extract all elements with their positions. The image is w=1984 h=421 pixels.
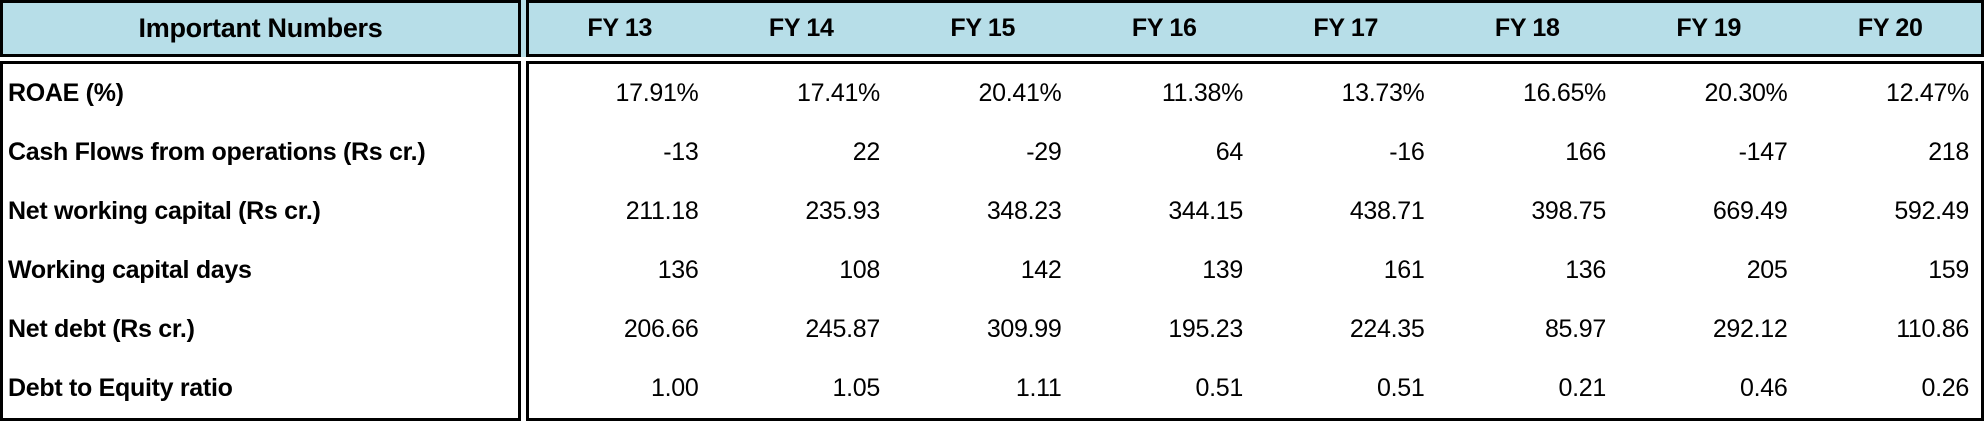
column-header-cell: FY 18 — [1494, 14, 1560, 42]
data-cell: -29 — [1026, 138, 1062, 166]
data-cell: 20.30% — [1704, 79, 1788, 107]
data-cell: 235.93 — [805, 197, 880, 225]
data-cell: 22 — [852, 138, 881, 166]
data-cell: 11.38% — [1161, 79, 1243, 107]
column-header-cell: FY 14 — [768, 14, 834, 42]
data-cell: 108 — [839, 256, 880, 284]
row-label: Net debt (Rs cr.) — [8, 315, 195, 343]
data-cell: 161 — [1383, 256, 1425, 284]
data-cell: 1.11 — [1015, 374, 1062, 402]
data-cell: 136 — [1565, 256, 1606, 284]
data-cell: 142 — [1020, 256, 1062, 284]
data-cell: 20.41% — [978, 79, 1062, 107]
data-cell: 309.99 — [986, 315, 1062, 343]
column-header-cell: FY 17 — [1313, 14, 1379, 42]
data-cell: 398.75 — [1531, 197, 1606, 225]
table-header-row: Important Numbers FY 13 FY 14 FY 15 FY 16 FY… — [0, 0, 1984, 57]
data-cell: 211.18 — [625, 197, 699, 225]
data-cell: 438.71 — [1349, 197, 1425, 225]
data-cell: 205 — [1746, 256, 1788, 284]
data-cell: -16 — [1389, 138, 1425, 166]
data-cell: 136 — [657, 256, 699, 284]
data-cell: 0.26 — [1921, 374, 1970, 402]
data-cell: 669.49 — [1712, 197, 1788, 225]
row-label: Debt to Equity ratio — [8, 374, 233, 402]
data-grid: 17.91% 17.41% 20.41% 11.38% 13.73% 16.65% 20.3… — [526, 61, 1984, 421]
data-cell: 0.21 — [1558, 374, 1607, 402]
column-header-cell: FY 16 — [1131, 14, 1197, 42]
data-cell: 224.35 — [1349, 315, 1425, 343]
data-cell: 592.49 — [1894, 197, 1969, 225]
data-cell: 12.47% — [1886, 79, 1969, 107]
column-header-cell: FY 19 — [1676, 14, 1742, 42]
data-cell: 64 — [1215, 138, 1244, 166]
data-cell: 344.15 — [1168, 197, 1243, 225]
column-header-cell: FY 13 — [587, 14, 653, 42]
data-cell: 16.65% — [1523, 79, 1606, 107]
data-cell: 166 — [1565, 138, 1606, 166]
column-header-cell: FY 20 — [1857, 14, 1923, 42]
data-cell: 292.12 — [1712, 315, 1788, 343]
data-cell: 17.41% — [797, 79, 880, 107]
data-cell: 159 — [1928, 256, 1969, 284]
column-header-cell: FY 15 — [950, 14, 1016, 42]
row-label: ROAE (%) — [8, 79, 124, 107]
row-label: Net working capital (Rs cr.) — [8, 197, 321, 225]
data-cell: 195.23 — [1168, 315, 1243, 343]
data-cell: 1.05 — [832, 374, 881, 402]
data-cell: 139 — [1202, 256, 1243, 284]
data-cell: 0.51 — [1195, 374, 1244, 402]
column-header-block: FY 13 FY 14 FY 15 FY 16 FY 17 FY 18 FY 19 FY 20 — [526, 0, 1984, 57]
row-label-column: ROAE (%) Cash Flows from operations (Rs c… — [0, 61, 521, 421]
data-cell: 17.91% — [615, 79, 699, 107]
data-cell: -147 — [1738, 138, 1788, 166]
data-cell: 13.73% — [1341, 79, 1425, 107]
data-cell: 218 — [1928, 138, 1969, 166]
data-cell: -13 — [663, 138, 699, 166]
data-cell: 348.23 — [986, 197, 1062, 225]
data-cell: 85.97 — [1544, 315, 1606, 343]
table-body-row: ROAE (%) Cash Flows from operations (Rs c… — [0, 61, 1984, 421]
row-label: Cash Flows from operations (Rs cr.) — [8, 138, 426, 166]
data-cell: 110.86 — [1896, 315, 1969, 343]
data-cell: 245.87 — [805, 315, 880, 343]
row-label: Working capital days — [8, 256, 252, 284]
corner-header-cell: Important Numbers — [0, 0, 521, 57]
data-cell: 1.00 — [651, 374, 699, 402]
data-cell: 0.51 — [1377, 374, 1425, 402]
data-cell: 0.46 — [1740, 374, 1788, 402]
data-cell: 206.66 — [623, 315, 699, 343]
